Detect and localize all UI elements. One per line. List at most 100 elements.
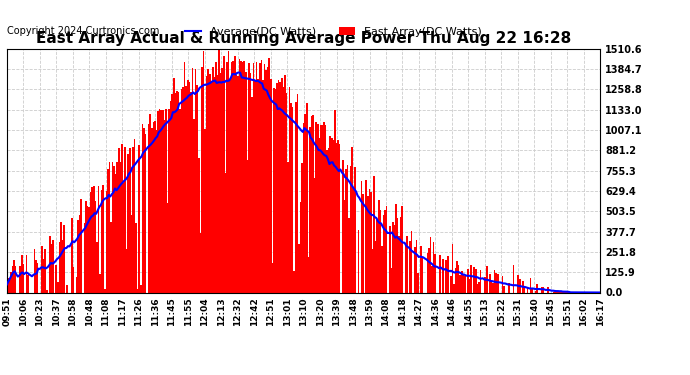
Bar bbox=[21, 255, 23, 292]
Bar bbox=[85, 201, 87, 292]
Bar bbox=[339, 144, 340, 292]
Bar bbox=[312, 116, 314, 292]
Bar bbox=[333, 140, 334, 292]
Bar bbox=[303, 123, 304, 292]
Bar bbox=[522, 280, 524, 292]
Bar bbox=[458, 265, 460, 292]
Bar bbox=[23, 264, 24, 292]
Bar bbox=[8, 278, 10, 292]
Bar bbox=[389, 226, 391, 292]
Bar bbox=[126, 249, 128, 292]
Bar bbox=[87, 206, 88, 292]
Bar bbox=[304, 114, 306, 292]
Bar bbox=[355, 166, 356, 292]
Bar bbox=[51, 244, 52, 292]
Bar bbox=[344, 200, 345, 292]
Bar bbox=[342, 160, 344, 292]
Bar bbox=[320, 125, 322, 292]
Bar bbox=[434, 254, 436, 292]
Bar bbox=[395, 204, 397, 292]
Bar bbox=[59, 242, 60, 292]
Bar bbox=[531, 290, 533, 292]
Bar bbox=[422, 257, 424, 292]
Bar bbox=[228, 51, 229, 292]
Bar bbox=[489, 274, 491, 292]
Bar bbox=[372, 249, 373, 292]
Bar bbox=[63, 225, 65, 292]
Bar bbox=[135, 224, 137, 292]
Bar bbox=[119, 162, 121, 292]
Bar bbox=[302, 163, 303, 292]
Bar bbox=[491, 282, 493, 292]
Bar bbox=[141, 124, 144, 292]
Bar bbox=[386, 206, 388, 292]
Bar bbox=[233, 61, 234, 292]
Bar bbox=[173, 78, 175, 292]
Title: East Array Actual & Running Average Power Thu Aug 22 16:28: East Array Actual & Running Average Powe… bbox=[36, 31, 571, 46]
Bar bbox=[456, 261, 458, 292]
Bar bbox=[475, 269, 477, 292]
Bar bbox=[107, 170, 109, 292]
Bar bbox=[99, 274, 101, 292]
Bar bbox=[93, 186, 95, 292]
Bar bbox=[115, 174, 117, 292]
Bar bbox=[367, 196, 368, 292]
Bar bbox=[239, 59, 240, 292]
Bar bbox=[535, 291, 536, 292]
Bar bbox=[218, 50, 220, 292]
Bar bbox=[250, 73, 251, 292]
Bar bbox=[170, 101, 171, 292]
Bar bbox=[271, 263, 273, 292]
Bar bbox=[110, 222, 112, 292]
Bar bbox=[81, 199, 82, 292]
Bar bbox=[251, 97, 253, 292]
Bar bbox=[197, 85, 198, 292]
Bar bbox=[234, 56, 235, 292]
Bar bbox=[276, 82, 278, 292]
Bar bbox=[518, 275, 519, 292]
Bar bbox=[134, 140, 135, 292]
Bar bbox=[102, 185, 104, 292]
Bar bbox=[445, 260, 447, 292]
Bar bbox=[52, 240, 54, 292]
Bar bbox=[55, 265, 57, 292]
Bar bbox=[368, 189, 371, 292]
Bar bbox=[264, 64, 266, 292]
Bar bbox=[66, 285, 68, 292]
Bar bbox=[204, 129, 206, 292]
Legend: Average(DC Watts), East Array(DC Watts): Average(DC Watts), East Array(DC Watts) bbox=[180, 22, 486, 42]
Bar bbox=[337, 140, 339, 292]
Bar bbox=[12, 266, 13, 292]
Bar bbox=[207, 69, 209, 292]
Bar bbox=[113, 166, 115, 292]
Bar bbox=[451, 244, 453, 292]
Bar bbox=[27, 275, 29, 292]
Bar bbox=[433, 242, 435, 292]
Bar bbox=[159, 109, 160, 292]
Bar bbox=[256, 63, 257, 292]
Bar bbox=[426, 253, 428, 292]
Bar bbox=[293, 271, 295, 292]
Bar bbox=[453, 284, 455, 292]
Bar bbox=[262, 80, 264, 292]
Bar bbox=[384, 210, 386, 292]
Bar bbox=[124, 147, 126, 292]
Bar bbox=[92, 187, 93, 292]
Bar bbox=[129, 148, 130, 292]
Bar bbox=[210, 83, 212, 292]
Bar bbox=[214, 77, 215, 292]
Bar bbox=[519, 279, 520, 292]
Bar bbox=[292, 106, 293, 292]
Bar bbox=[462, 275, 464, 292]
Bar bbox=[400, 217, 402, 292]
Bar bbox=[13, 260, 14, 292]
Bar bbox=[380, 210, 381, 292]
Bar bbox=[530, 278, 531, 292]
Bar bbox=[375, 241, 377, 292]
Bar bbox=[478, 282, 480, 292]
Bar bbox=[297, 94, 298, 292]
Bar bbox=[287, 162, 289, 292]
Bar bbox=[7, 284, 8, 292]
Bar bbox=[171, 94, 173, 292]
Bar bbox=[398, 236, 400, 292]
